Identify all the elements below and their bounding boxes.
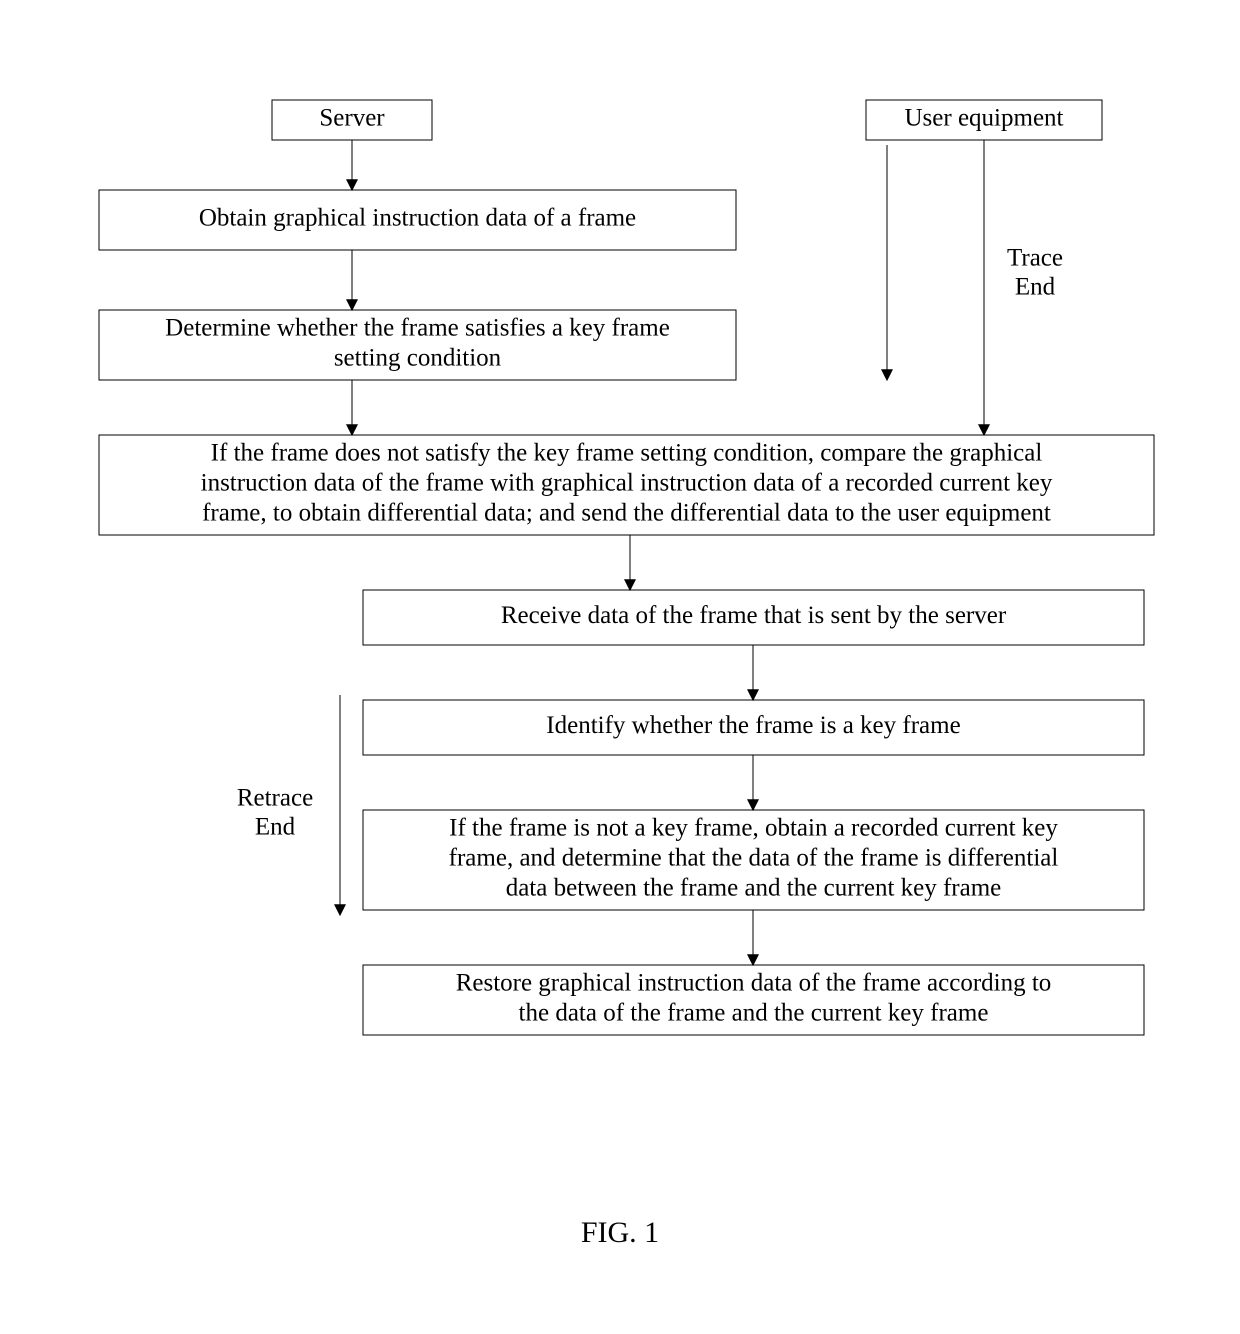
box-restore-line-1: the data of the frame and the current ke… xyxy=(519,1000,989,1027)
box-notkey-line-2: data between the frame and the current k… xyxy=(506,875,1002,902)
box-compare-line-0: If the frame does not satisfy the key fr… xyxy=(211,440,1043,467)
box-server-line-0: Server xyxy=(319,105,385,132)
annotation-retrace-end: RetraceEnd xyxy=(237,785,313,841)
box-receive-line-0: Receive data of the frame that is sent b… xyxy=(501,602,1007,629)
box-restore-line-0: Restore graphical instruction data of th… xyxy=(456,970,1052,997)
box-receive: Receive data of the frame that is sent b… xyxy=(363,590,1144,645)
box-identify: Identify whether the frame is a key fram… xyxy=(363,700,1144,755)
box-determine-line-1: setting condition xyxy=(334,345,502,372)
annotation-retrace-end-line-0: Retrace xyxy=(237,785,313,812)
box-restore: Restore graphical instruction data of th… xyxy=(363,965,1144,1035)
box-notkey: If the frame is not a key frame, obtain … xyxy=(363,810,1144,910)
box-determine-line-0: Determine whether the frame satisfies a … xyxy=(165,315,670,342)
box-notkey-line-1: frame, and determine that the data of th… xyxy=(449,845,1059,872)
box-determine: Determine whether the frame satisfies a … xyxy=(99,310,736,380)
box-obtain-line-0: Obtain graphical instruction data of a f… xyxy=(199,205,636,232)
annotation-trace-end-line-1: End xyxy=(1015,273,1056,300)
box-identify-line-0: Identify whether the frame is a key fram… xyxy=(546,712,960,739)
box-compare-line-2: frame, to obtain differential data; and … xyxy=(202,500,1051,527)
box-user: User equipment xyxy=(866,100,1102,140)
annotation-trace-end: TraceEnd xyxy=(1007,245,1063,301)
box-user-line-0: User equipment xyxy=(905,105,1064,132)
box-compare-line-1: instruction data of the frame with graph… xyxy=(201,470,1053,497)
annotation-trace-end-line-0: Trace xyxy=(1007,245,1063,272)
figure-caption: FIG. 1 xyxy=(581,1216,659,1249)
box-compare: If the frame does not satisfy the key fr… xyxy=(99,435,1154,535)
box-notkey-line-0: If the frame is not a key frame, obtain … xyxy=(449,815,1058,842)
annotation-retrace-end-line-1: End xyxy=(255,813,296,840)
box-server: Server xyxy=(272,100,432,140)
box-obtain: Obtain graphical instruction data of a f… xyxy=(99,190,736,250)
